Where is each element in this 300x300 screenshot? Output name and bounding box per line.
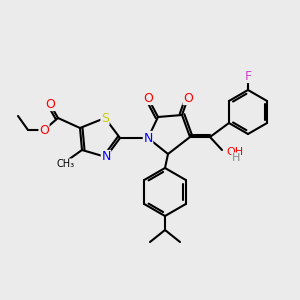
Text: F: F (244, 70, 252, 83)
Text: O: O (39, 124, 49, 136)
Text: O: O (183, 92, 193, 104)
Text: N: N (101, 151, 111, 164)
Text: H: H (232, 153, 240, 163)
Text: O: O (143, 92, 153, 104)
Text: S: S (101, 112, 109, 124)
Text: O: O (45, 98, 55, 110)
Text: CH₃: CH₃ (57, 159, 75, 169)
Text: N: N (143, 131, 153, 145)
Text: OH: OH (226, 147, 243, 157)
